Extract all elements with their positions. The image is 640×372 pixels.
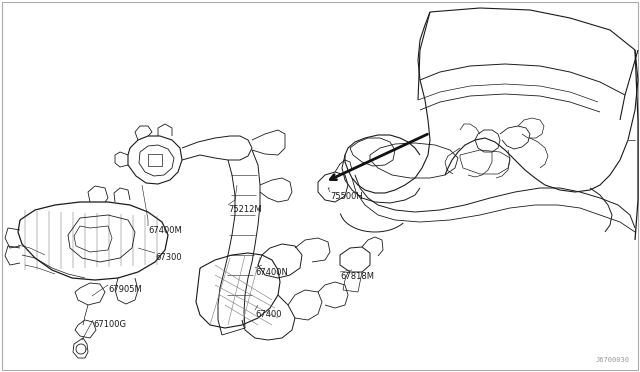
Text: 67818M: 67818M [340, 272, 374, 281]
Text: 75212M: 75212M [228, 205, 262, 214]
Text: 75500H: 75500H [330, 192, 363, 201]
Text: 67400M: 67400M [148, 226, 182, 235]
Text: J6700030: J6700030 [596, 357, 630, 363]
Text: 67905M: 67905M [108, 285, 141, 294]
Text: 67400N: 67400N [255, 268, 288, 277]
Text: 67300: 67300 [155, 253, 182, 262]
Text: 67400: 67400 [255, 310, 282, 319]
Text: 67100G: 67100G [93, 320, 126, 329]
